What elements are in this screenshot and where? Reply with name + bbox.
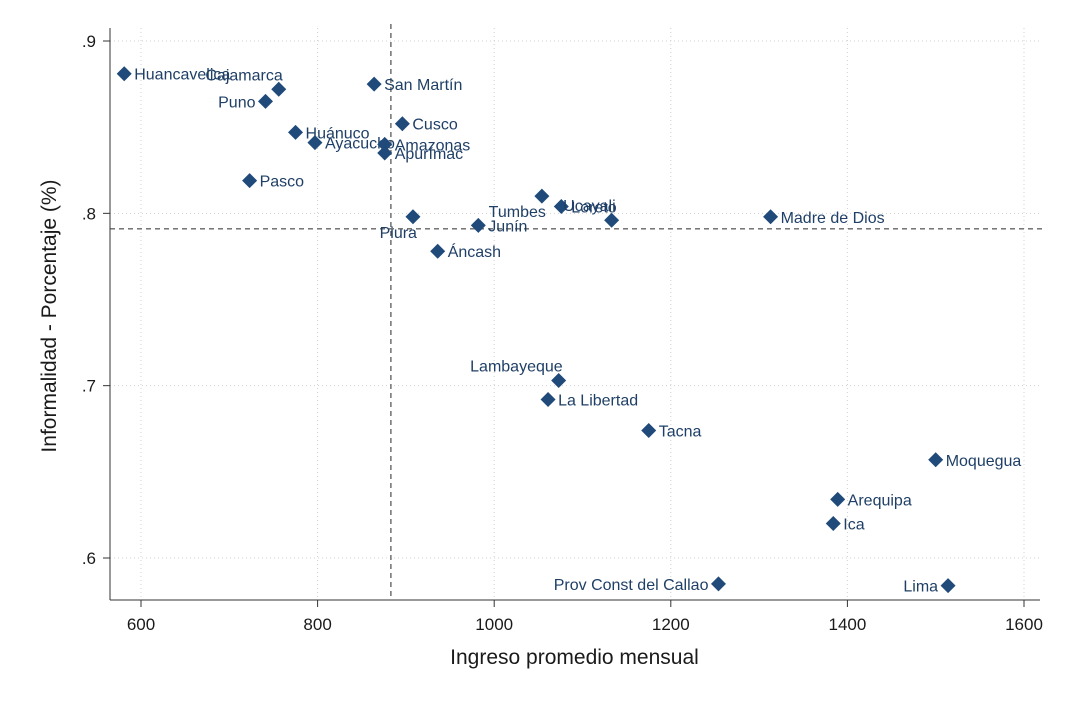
data-point-label: Huánuco (306, 125, 370, 142)
x-axis-title: Ingreso promedio mensual (450, 646, 699, 669)
data-point-marker (394, 116, 410, 132)
y-tick-label: .6 (82, 549, 96, 568)
reference-lines (110, 24, 1042, 600)
data-point-label: Áncash (448, 242, 501, 261)
grid-layer (110, 28, 1040, 600)
data-point-label: Ayacucho (325, 136, 395, 153)
data-point-label: Huancavelica (134, 67, 230, 84)
data-point-marker (641, 422, 657, 438)
data-point-marker (242, 173, 258, 189)
data-point-label: Lambayeque (470, 358, 563, 375)
data-point-marker (928, 452, 944, 468)
data-point-label: Arequipa (848, 492, 912, 509)
data-point-marker (271, 81, 287, 97)
data-point-label: Cusco (412, 117, 457, 134)
data-point-label: Amazonas (395, 137, 471, 154)
data-point-marker (116, 66, 132, 82)
data-point-label: Tumbes (489, 204, 546, 221)
x-tick-label: 1400 (828, 615, 866, 634)
data-point-marker (405, 209, 421, 225)
x-tick-label: 1000 (475, 615, 513, 634)
data-point-label: Moquegua (946, 453, 1022, 470)
data-point-marker (604, 212, 620, 228)
y-axis-title: Informalidad - Porcentaje (%) (38, 179, 61, 452)
data-point-marker (307, 135, 323, 151)
x-tick-label: 600 (127, 615, 155, 634)
data-point-label: Lima (903, 579, 938, 596)
data-point-marker (470, 217, 486, 233)
data-point-label: Prov Const del Callao (554, 577, 709, 594)
data-point-label: San Martín (384, 77, 462, 94)
data-point-marker (830, 491, 846, 507)
y-tick-label: .8 (82, 204, 96, 223)
data-point-label: La Libertad (558, 392, 638, 409)
data-point-label: Apurímac (395, 146, 463, 163)
data-point-marker (763, 209, 779, 225)
data-point-label: Ica (843, 517, 864, 534)
data-point-marker (825, 516, 841, 532)
x-tick-label: 800 (303, 615, 331, 634)
data-point-marker (377, 145, 393, 161)
data-point-label: Loreto (571, 199, 616, 216)
y-tick-label: .9 (82, 32, 96, 51)
data-point-label: Cajamarca (205, 67, 282, 84)
data-point-marker (540, 391, 556, 407)
data-point-label: Ucayali (563, 198, 615, 215)
data-point-label: Junín (488, 218, 527, 235)
y-tick-label: .7 (82, 377, 96, 396)
x-tick-label: 1600 (1005, 615, 1043, 634)
data-point-marker (288, 124, 304, 140)
data-point-marker (710, 576, 726, 592)
data-point-marker (430, 243, 446, 259)
data-point-label: Tacna (659, 423, 702, 440)
x-tick-label: 1200 (652, 615, 690, 634)
data-point-label: Puno (218, 94, 255, 111)
data-point-label: Piura (380, 225, 417, 242)
data-point-marker (377, 136, 393, 152)
axes: 600 800 1000 1200 1400 1600 .6 .7 .8 .9 (82, 28, 1043, 634)
data-point-marker (551, 372, 567, 388)
data-point-marker (534, 188, 550, 204)
data-point-label: Pasco (260, 174, 305, 191)
data-point-marker (366, 76, 382, 92)
data-point-marker (553, 198, 569, 214)
data-point-marker (258, 93, 274, 109)
data-point-marker (940, 578, 956, 594)
data-point-label: Madre de Dios (781, 210, 885, 227)
